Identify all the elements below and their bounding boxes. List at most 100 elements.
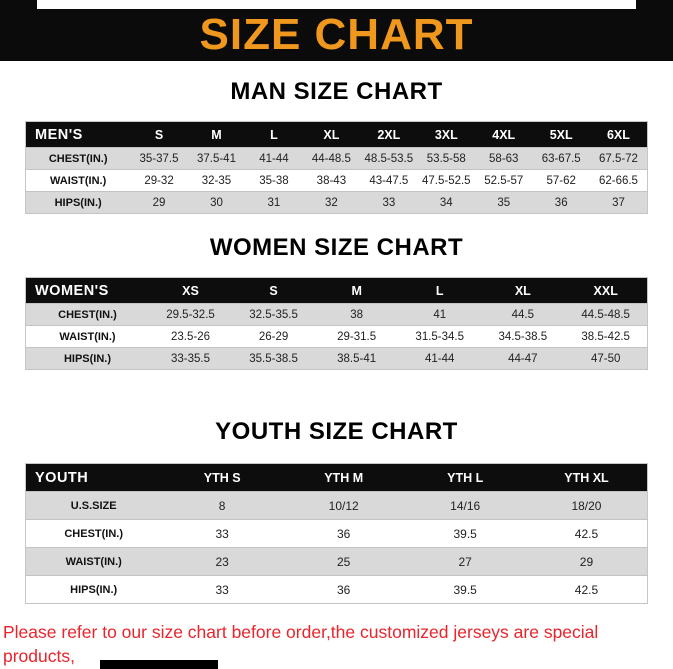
size-column-header: YTH M	[282, 463, 405, 492]
table-row: U.S.SIZE 8 10/12 14/16 18/20	[25, 491, 648, 520]
row-label: WAIST(IN.)	[25, 169, 131, 192]
size-value: 36	[282, 519, 405, 548]
size-column-header: S	[232, 277, 316, 304]
row-label: HIPS(IN.)	[25, 191, 131, 214]
size-value: 62-66.5	[589, 169, 648, 192]
size-value: 34.5-38.5	[481, 325, 565, 348]
table-row: HIPS(IN.) 33-35.5 35.5-38.5 38.5-41 41-44 44-…	[25, 347, 648, 370]
size-value: 41	[398, 303, 482, 326]
row-label: HIPS(IN.)	[25, 575, 162, 604]
size-value: 36	[282, 575, 405, 604]
size-column-header: YTH S	[161, 463, 283, 492]
disclaimer-line-1: Please refer to our size chart before or…	[3, 622, 599, 666]
disclaimer-note: Please refer to our size chart before or…	[0, 620, 673, 669]
size-column-header: 6XL	[589, 121, 648, 148]
size-value: 44-48.5	[302, 147, 361, 170]
size-column-header: XL	[481, 277, 565, 304]
table-header-row: WOMEN'S XS S M L XL XXL	[25, 277, 648, 304]
table-row: CHEST(IN.) 29.5-32.5 32.5-35.5 38 41 44.5 44.5…	[25, 303, 648, 326]
size-value: 48.5-53.5	[360, 147, 418, 170]
size-value: 39.5	[404, 519, 526, 548]
table-row: WAIST(IN.) 23.5-26 26-29 29-31.5 31.5-34.5 34…	[25, 325, 648, 348]
size-value: 38.5-41	[315, 347, 399, 370]
table-row: CHEST(IN.) 35-37.5 37.5-41 41-44 44-48.5 48.5…	[25, 147, 648, 170]
table-row: HIPS(IN.) 33 36 39.5 42.5	[25, 575, 648, 604]
row-label: CHEST(IN.)	[25, 303, 149, 326]
row-label: CHEST(IN.)	[25, 519, 162, 548]
size-value: 29-32	[130, 169, 188, 192]
size-value: 32-35	[187, 169, 246, 192]
size-value: 23	[161, 547, 283, 576]
size-column-header: S	[130, 121, 188, 148]
size-value: 44.5	[481, 303, 565, 326]
row-label: CHEST(IN.)	[25, 147, 131, 170]
size-value: 29	[130, 191, 188, 214]
size-value: 38.5-42.5	[564, 325, 648, 348]
size-value: 8	[161, 491, 283, 520]
size-value: 27	[404, 547, 526, 576]
size-value: 32	[302, 191, 361, 214]
size-column-header: 3XL	[417, 121, 476, 148]
men-section-heading: MAN SIZE CHART	[230, 78, 443, 105]
size-value: 33	[161, 519, 283, 548]
size-column-header: 2XL	[360, 121, 418, 148]
size-value: 53.5-58	[417, 147, 476, 170]
youth-section-heading: YOUTH SIZE CHART	[215, 418, 458, 445]
womens-size-table: WOMEN'S XS S M L XL XXL CHEST(IN.) 29.5-32.5 32.5…	[25, 277, 648, 370]
size-column-header: XL	[302, 121, 361, 148]
size-value: 38-43	[302, 169, 361, 192]
size-value: 29	[525, 547, 648, 576]
size-value: 57-62	[532, 169, 590, 192]
size-column-header: M	[187, 121, 246, 148]
size-value: 47-50	[564, 347, 648, 370]
row-label: U.S.SIZE	[25, 491, 162, 520]
size-value: 36	[532, 191, 590, 214]
size-value: 38	[315, 303, 399, 326]
size-value: 29.5-32.5	[148, 303, 233, 326]
bottom-black-strip	[100, 660, 218, 669]
mens-size-table: MEN'S S M L XL 2XL 3XL 4XL 5XL 6XL CHEST(IN.) 35-37…	[25, 121, 648, 214]
size-value: 35	[475, 191, 533, 214]
size-value: 58-63	[475, 147, 533, 170]
size-value: 31	[245, 191, 303, 214]
size-value: 25	[282, 547, 405, 576]
table-row: HIPS(IN.) 29 30 31 32 33 34 35 36 37	[25, 191, 648, 214]
size-column-header: XXL	[564, 277, 648, 304]
size-value: 47.5-52.5	[417, 169, 476, 192]
table-corner-label: WOMEN'S	[25, 277, 149, 304]
size-value: 37.5-41	[187, 147, 246, 170]
title-banner: SIZE CHART	[0, 9, 673, 61]
row-label: HIPS(IN.)	[25, 347, 149, 370]
size-value: 30	[187, 191, 246, 214]
row-label: WAIST(IN.)	[25, 547, 162, 576]
table-row: CHEST(IN.) 33 36 39.5 42.5	[25, 519, 648, 548]
table-corner-label: MEN'S	[25, 121, 131, 148]
size-value: 33	[161, 575, 283, 604]
size-value: 52.5-57	[475, 169, 533, 192]
size-value: 35-38	[245, 169, 303, 192]
size-column-header: YTH XL	[525, 463, 648, 492]
table-header-row: YOUTH YTH S YTH M YTH L YTH XL	[25, 463, 648, 492]
size-value: 41-44	[245, 147, 303, 170]
size-column-header: L	[398, 277, 482, 304]
size-column-header: XS	[148, 277, 233, 304]
size-value: 42.5	[525, 575, 648, 604]
table-row: WAIST(IN.) 23 25 27 29	[25, 547, 648, 576]
table-header-row: MEN'S S M L XL 2XL 3XL 4XL 5XL 6XL	[25, 121, 648, 148]
size-value: 33-35.5	[148, 347, 233, 370]
size-value: 35-37.5	[130, 147, 188, 170]
row-label: WAIST(IN.)	[25, 325, 149, 348]
size-value: 63-67.5	[532, 147, 590, 170]
size-value: 41-44	[398, 347, 482, 370]
size-value: 18/20	[525, 491, 648, 520]
size-value: 33	[360, 191, 418, 214]
size-column-header: 5XL	[532, 121, 590, 148]
table-row: WAIST(IN.) 29-32 32-35 35-38 38-43 43-47.5 47.…	[25, 169, 648, 192]
size-value: 29-31.5	[315, 325, 399, 348]
size-value: 42.5	[525, 519, 648, 548]
size-value: 67.5-72	[589, 147, 648, 170]
size-column-header: 4XL	[475, 121, 533, 148]
size-column-header: L	[245, 121, 303, 148]
